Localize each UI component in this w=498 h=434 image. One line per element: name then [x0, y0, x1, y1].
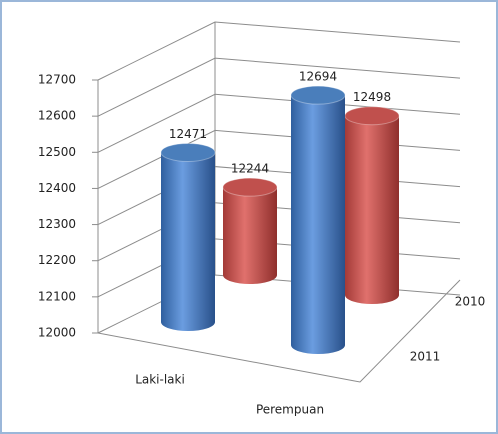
cylinder-top	[160, 142, 216, 162]
cylinder	[345, 115, 399, 304]
data-label: 12694	[299, 70, 337, 84]
cylinder-top	[222, 177, 278, 197]
y-tick-label: 12100	[38, 289, 76, 303]
y-tick-label: 12400	[38, 181, 76, 195]
cylinder	[291, 95, 345, 354]
y-tick-label: 12700	[38, 73, 76, 87]
y-tick-label: 12300	[38, 217, 76, 231]
y-tick-label: 12500	[38, 145, 76, 159]
cylinder	[161, 152, 215, 331]
y-tick-label: 12000	[38, 326, 76, 340]
depth-label: 2011	[410, 350, 441, 364]
y-tick-label: 12600	[38, 109, 76, 123]
depth-label: 2010	[455, 295, 486, 309]
cylinder-top	[290, 85, 346, 105]
data-label: 12471	[169, 127, 207, 141]
floor-edge	[97, 279, 461, 383]
data-label: 12244	[231, 162, 269, 176]
x-tick-label: Perempuan	[256, 403, 324, 417]
y-tick-label: 12200	[38, 253, 76, 267]
cylinder	[223, 187, 277, 284]
cylinder-top	[344, 106, 400, 126]
data-label: 12498	[353, 90, 391, 104]
x-tick-label: Laki-laki	[135, 373, 185, 387]
